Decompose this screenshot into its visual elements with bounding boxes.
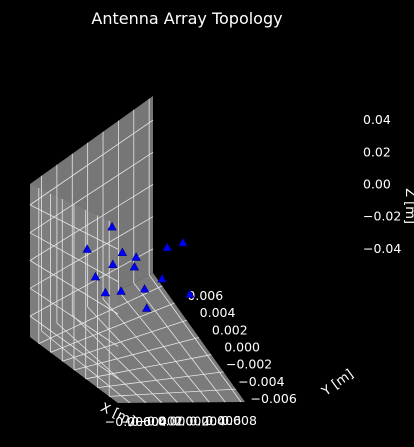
tick-label: −0.04 [363, 241, 401, 256]
z-axis-label: Z [m] [402, 188, 414, 224]
data-point [163, 243, 171, 251]
tick-label: 0.004 [200, 305, 236, 320]
tick-label: 0.02 [363, 144, 391, 159]
tick-label: 0.008 [221, 413, 257, 428]
y-axis-label: Y [m] [319, 367, 357, 400]
tick-label: 0.000 [224, 340, 260, 355]
data-point [158, 274, 166, 282]
tick-label: −0.006 [251, 391, 297, 406]
chart-title: Antenna Array Topology [91, 9, 282, 28]
data-point [179, 238, 187, 246]
tick-label: 0.002 [212, 322, 248, 337]
tick-label: −0.004 [238, 374, 284, 389]
tick-label: 0.00 [363, 177, 391, 192]
tick-label: −0.02 [363, 209, 401, 224]
tick-label: −0.002 [226, 357, 272, 372]
tick-label: 0.04 [363, 112, 391, 127]
